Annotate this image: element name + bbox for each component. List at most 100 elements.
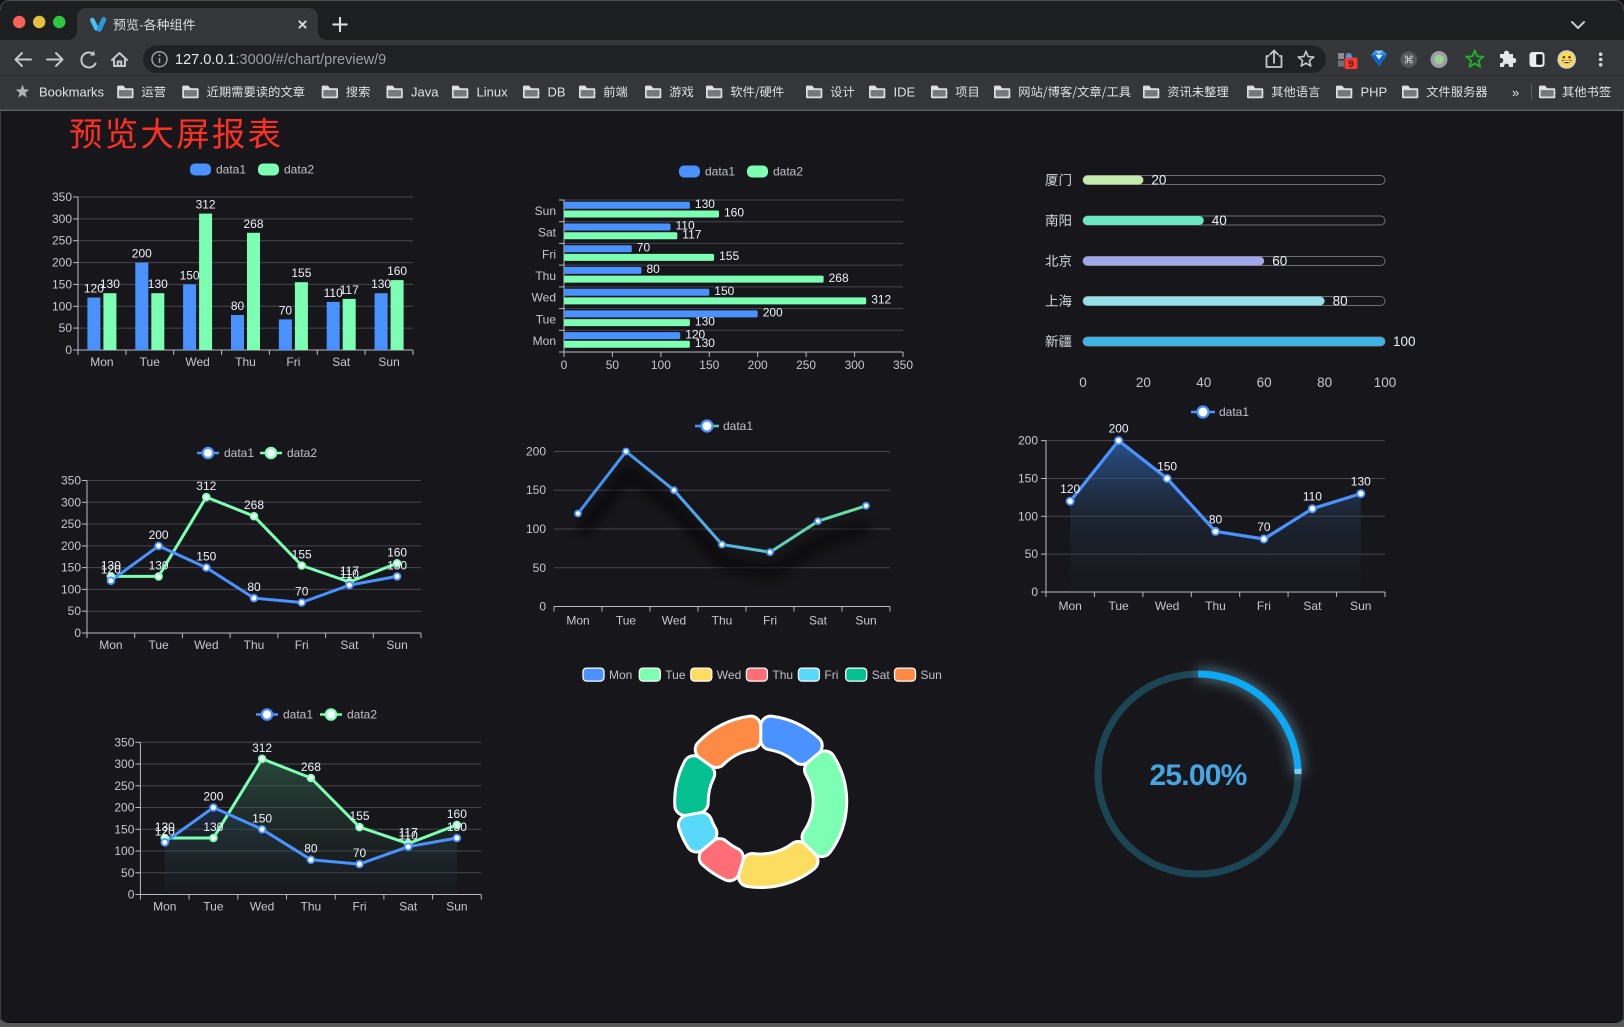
svg-text:120: 120: [101, 563, 121, 577]
svg-text:350: 350: [61, 474, 81, 488]
svg-text:data1: data1: [1219, 405, 1249, 419]
svg-text:70: 70: [1257, 520, 1271, 534]
svg-text:Tue: Tue: [665, 668, 686, 682]
svg-text:Tue: Tue: [616, 614, 637, 628]
svg-text:130: 130: [203, 820, 223, 834]
svg-text:110: 110: [324, 286, 343, 300]
svg-text:0: 0: [74, 626, 81, 640]
svg-text:Sun: Sun: [855, 614, 876, 628]
svg-text:130: 130: [695, 314, 715, 328]
svg-text:268: 268: [301, 760, 321, 774]
svg-text:250: 250: [52, 234, 72, 248]
svg-text:Bookmarks: Bookmarks: [39, 85, 105, 100]
svg-text:Mon: Mon: [566, 614, 589, 628]
svg-text:155: 155: [292, 548, 312, 562]
svg-text:100: 100: [1374, 375, 1397, 390]
svg-text:50: 50: [606, 358, 620, 372]
svg-text:117: 117: [340, 283, 359, 297]
svg-text:150: 150: [1157, 460, 1177, 474]
svg-text:Mon: Mon: [99, 638, 122, 652]
svg-text:200: 200: [114, 801, 134, 815]
svg-text:120: 120: [685, 327, 705, 341]
svg-text:100: 100: [61, 582, 81, 596]
svg-text:Thu: Thu: [712, 614, 733, 628]
svg-text:Wed: Wed: [1155, 599, 1179, 613]
svg-text:150: 150: [61, 561, 81, 575]
svg-text:130: 130: [447, 820, 467, 834]
svg-text:200: 200: [1018, 434, 1038, 448]
svg-text:Mon: Mon: [1059, 599, 1082, 613]
svg-text:IDE: IDE: [894, 84, 916, 99]
svg-text:80: 80: [231, 299, 245, 313]
svg-text:Fri: Fri: [1257, 599, 1271, 613]
svg-text:50: 50: [59, 321, 73, 335]
svg-text:250: 250: [114, 779, 134, 793]
svg-text:Mon: Mon: [90, 355, 113, 369]
svg-text:130: 130: [1351, 475, 1371, 489]
svg-text:130: 130: [148, 277, 168, 291]
svg-text:data1: data1: [224, 446, 254, 460]
svg-text:Sat: Sat: [809, 614, 828, 628]
svg-text:100: 100: [1393, 334, 1416, 349]
svg-text:60: 60: [1257, 375, 1272, 390]
svg-text:Wed: Wed: [185, 355, 209, 369]
svg-text:268: 268: [829, 271, 849, 285]
svg-text:200: 200: [149, 528, 169, 542]
svg-text:Tue: Tue: [1108, 599, 1129, 613]
svg-text:data1: data1: [705, 165, 735, 179]
svg-text:250: 250: [61, 517, 81, 531]
svg-text:312: 312: [196, 479, 216, 493]
svg-text:117: 117: [340, 564, 359, 578]
svg-text:Fri: Fri: [286, 355, 300, 369]
svg-text:150: 150: [196, 550, 216, 564]
svg-text:130: 130: [387, 558, 407, 572]
svg-text:data1: data1: [216, 163, 246, 177]
svg-text:0: 0: [1031, 585, 1038, 599]
svg-text:130: 130: [371, 277, 391, 291]
svg-text:Wed: Wed: [250, 900, 274, 914]
svg-text:Wed: Wed: [532, 291, 556, 305]
svg-text:300: 300: [114, 757, 134, 771]
svg-text:70: 70: [295, 585, 309, 599]
svg-text:120: 120: [84, 282, 104, 296]
svg-text:70: 70: [353, 846, 367, 860]
svg-text:268: 268: [243, 217, 263, 231]
svg-text:127.0.0.1:3000/#/chart/preview: 127.0.0.1:3000/#/chart/preview/9: [175, 52, 386, 68]
svg-text:Fri: Fri: [295, 638, 309, 652]
svg-text:Sun: Sun: [921, 668, 942, 682]
svg-text:Thu: Thu: [535, 269, 556, 283]
svg-text:312: 312: [252, 741, 272, 755]
svg-text:Sat: Sat: [538, 226, 557, 240]
svg-text:130: 130: [101, 558, 121, 572]
svg-text:130: 130: [695, 336, 715, 350]
svg-text:150: 150: [1018, 472, 1038, 486]
svg-text:Thu: Thu: [235, 355, 256, 369]
svg-text:150: 150: [180, 268, 200, 282]
svg-text:0: 0: [561, 358, 568, 372]
svg-text:250: 250: [796, 358, 816, 372]
svg-text:150: 150: [252, 811, 272, 825]
svg-text:Sun: Sun: [446, 900, 467, 914]
svg-text:130: 130: [100, 277, 120, 291]
svg-text:Thu: Thu: [772, 668, 793, 682]
svg-text:9: 9: [1348, 59, 1353, 70]
svg-text:Java: Java: [411, 84, 439, 99]
svg-text:Fri: Fri: [542, 247, 556, 261]
svg-text:Sat: Sat: [340, 638, 359, 652]
svg-text:data2: data2: [284, 163, 314, 177]
svg-text:Mon: Mon: [609, 668, 632, 682]
svg-text:200: 200: [203, 790, 223, 804]
svg-text:80: 80: [304, 842, 318, 856]
svg-text:»: »: [1512, 85, 1519, 100]
svg-text:Fri: Fri: [824, 668, 838, 682]
svg-text:200: 200: [748, 358, 768, 372]
svg-text:80: 80: [1317, 375, 1332, 390]
svg-text:300: 300: [845, 358, 865, 372]
svg-text:70: 70: [279, 303, 293, 317]
svg-text:40: 40: [1196, 375, 1211, 390]
svg-text:DB: DB: [548, 84, 566, 99]
svg-text:200: 200: [526, 445, 546, 459]
svg-text:200: 200: [52, 256, 72, 270]
svg-text:70: 70: [637, 240, 651, 254]
svg-text:300: 300: [52, 212, 72, 226]
